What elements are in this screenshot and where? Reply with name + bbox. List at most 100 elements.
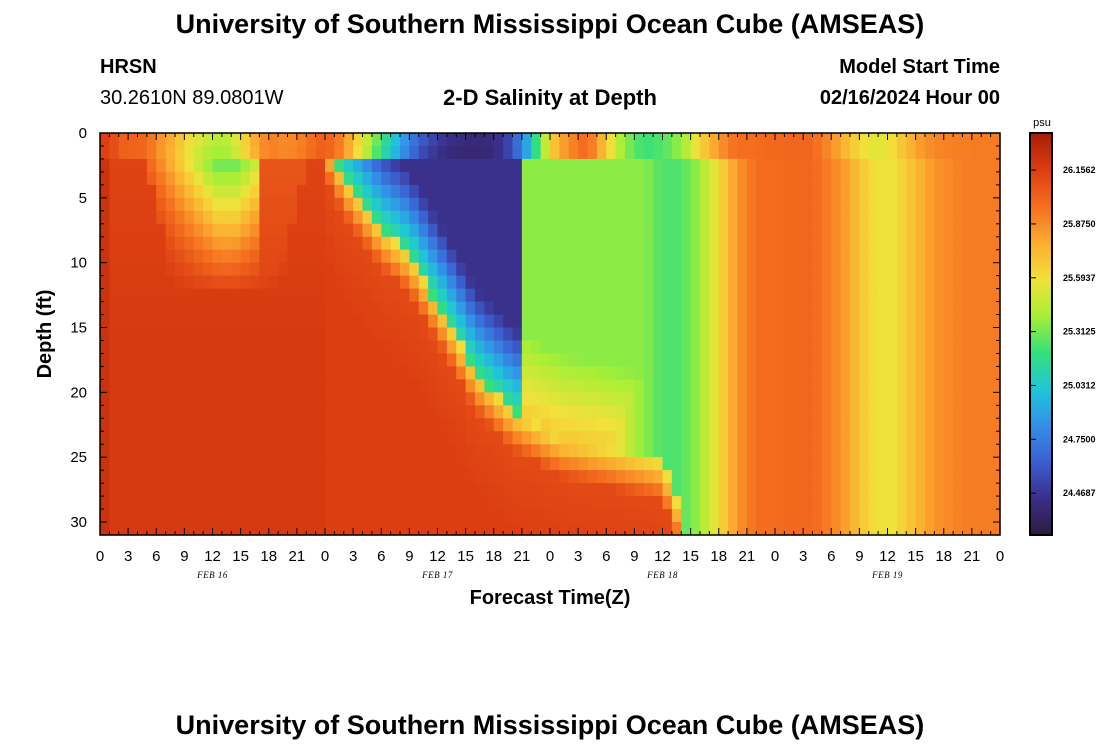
heatmap-cell — [287, 457, 298, 471]
heatmap-cell — [165, 340, 176, 355]
heatmap-cell — [615, 171, 626, 186]
heatmap-cell — [418, 197, 429, 212]
heatmap-cell — [653, 431, 664, 445]
heatmap-cell — [212, 470, 223, 484]
heatmap-cell — [353, 184, 364, 199]
heatmap-cell — [484, 158, 495, 173]
heatmap-cell — [925, 366, 935, 380]
heatmap-cell — [128, 249, 139, 264]
heatmap-cell — [596, 275, 607, 290]
heatmap-cell — [962, 158, 973, 173]
heatmap-cell — [606, 379, 617, 393]
heatmap-cell — [268, 379, 279, 393]
heatmap-cell — [625, 496, 635, 510]
heatmap-cell — [118, 158, 129, 173]
heatmap-cell — [100, 197, 110, 212]
heatmap-cell — [381, 379, 392, 393]
heatmap-cell — [540, 418, 551, 432]
heatmap-cell — [615, 392, 626, 406]
heatmap-cell — [465, 340, 476, 355]
heatmap-cell — [596, 405, 607, 419]
heatmap-cell — [981, 184, 992, 199]
heatmap-cell — [409, 236, 420, 251]
heatmap-cell — [981, 392, 992, 406]
heatmap-cell — [240, 223, 251, 238]
heatmap-cell — [428, 483, 439, 497]
heatmap-cell — [456, 431, 467, 445]
heatmap-cell — [812, 366, 823, 380]
heatmap-cell — [109, 236, 120, 251]
heatmap-cell — [184, 275, 195, 290]
heatmap-cell — [671, 470, 682, 484]
heatmap-cell — [353, 470, 364, 484]
heatmap-cell — [690, 340, 701, 355]
date-label: FEB 17 — [421, 570, 453, 580]
heatmap-cell — [943, 379, 954, 393]
heatmap-cell — [643, 457, 654, 471]
heatmap-cell — [990, 223, 1001, 238]
heatmap-cell — [315, 210, 326, 225]
heatmap-cell — [362, 470, 373, 484]
heatmap-cell — [446, 327, 457, 342]
heatmap-cell — [615, 223, 626, 238]
heatmap-cell — [118, 327, 129, 342]
heatmap-cell — [634, 483, 645, 497]
heatmap-cell — [662, 444, 673, 458]
heatmap-cell — [775, 457, 785, 471]
heatmap-cell — [193, 379, 204, 393]
heatmap-cell — [962, 184, 973, 199]
heatmap-cell — [212, 249, 223, 264]
heatmap-cell — [709, 158, 720, 173]
heatmap-cell — [606, 431, 617, 445]
heatmap-cell — [315, 314, 326, 329]
heatmap-cell — [596, 392, 607, 406]
heatmap-cell — [803, 275, 814, 290]
heatmap-cell — [268, 431, 279, 445]
heatmap-cell — [896, 431, 907, 445]
heatmap-cell — [606, 457, 617, 471]
heatmap-cell — [550, 405, 560, 419]
heatmap-cell — [296, 470, 307, 484]
heatmap-cell — [756, 392, 767, 406]
heatmap-cell — [512, 210, 523, 225]
heatmap-cell — [165, 145, 176, 160]
heatmap-cell — [475, 522, 485, 536]
heatmap-cell — [606, 210, 617, 225]
heatmap-cell — [606, 327, 617, 342]
heatmap-cell — [718, 158, 729, 173]
heatmap-cell — [315, 262, 326, 277]
x-tick-label: 0 — [546, 548, 554, 565]
heatmap-cell — [325, 301, 335, 316]
heatmap-cell — [146, 392, 157, 406]
heatmap-cell — [240, 133, 251, 147]
heatmap-cell — [887, 197, 898, 212]
heatmap-cell — [156, 133, 167, 147]
heatmap-cell — [615, 314, 626, 329]
heatmap-cell — [925, 249, 935, 264]
heatmap-cell — [681, 353, 692, 368]
heatmap-cell — [962, 392, 973, 406]
heatmap-cell — [315, 223, 326, 238]
heatmap-cell — [446, 470, 457, 484]
heatmap-cell — [943, 288, 954, 303]
heatmap-cell — [784, 184, 795, 199]
heatmap-cell — [878, 184, 889, 199]
heatmap-cell — [840, 405, 851, 419]
heatmap-cell — [278, 483, 289, 497]
heatmap-cell — [775, 379, 785, 393]
heatmap-cell — [315, 158, 326, 173]
heatmap-cell — [287, 509, 298, 523]
heatmap-cell — [681, 327, 692, 342]
heatmap-cell — [137, 171, 148, 186]
heatmap-cell — [390, 171, 401, 186]
heatmap-cell — [128, 470, 139, 484]
heatmap-cell — [681, 496, 692, 510]
heatmap-cell — [118, 470, 129, 484]
heatmap-cell — [906, 340, 917, 355]
heatmap-cell — [962, 496, 973, 510]
heatmap-cell — [400, 353, 410, 368]
heatmap-cell — [896, 249, 907, 264]
heatmap-cell — [175, 509, 185, 523]
heatmap-cell — [203, 133, 214, 147]
heatmap-cell — [221, 249, 232, 264]
